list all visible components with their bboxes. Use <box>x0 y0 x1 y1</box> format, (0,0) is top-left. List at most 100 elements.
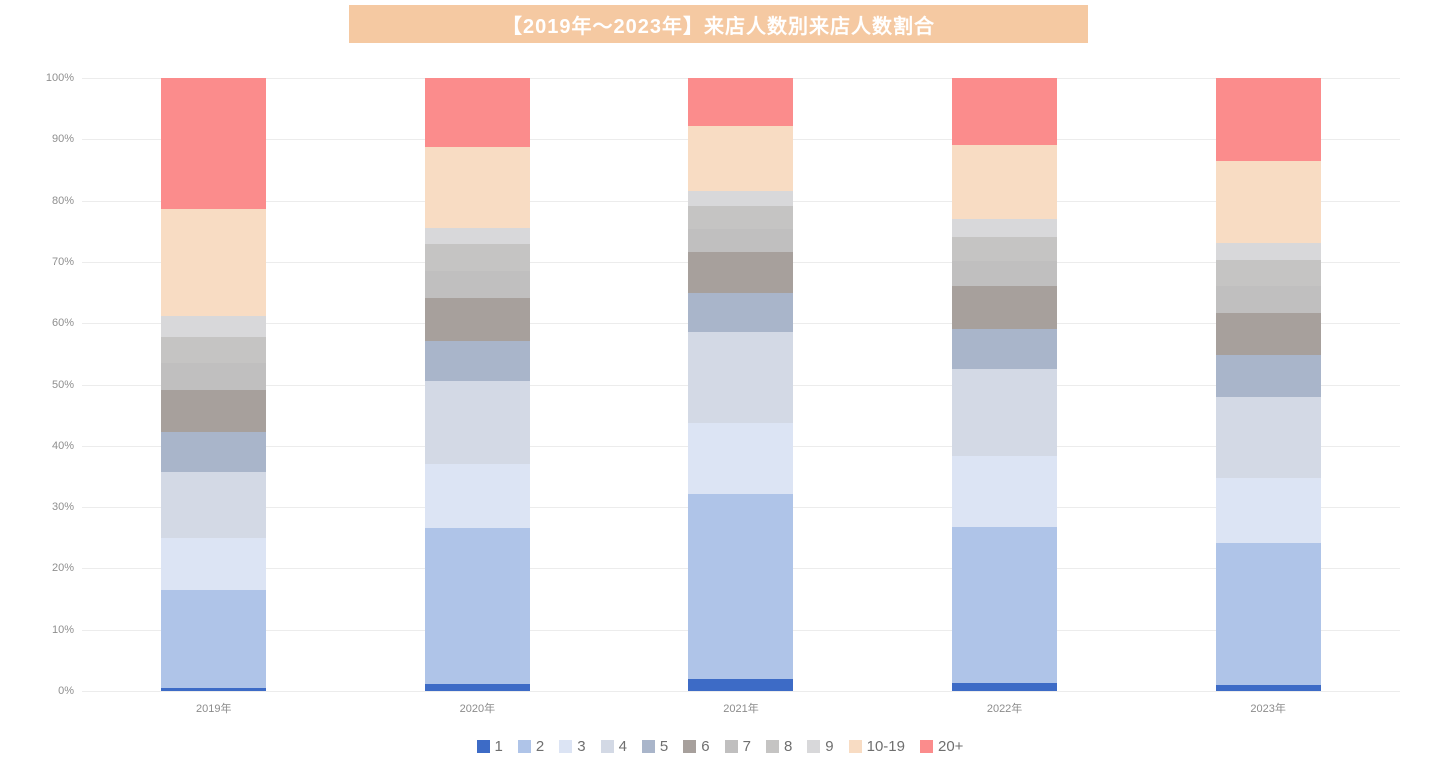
bar-segment-1[interactable] <box>161 687 267 691</box>
bar-segment-9[interactable] <box>688 191 794 207</box>
bar-band-2019年 <box>82 78 346 691</box>
bar-segment-6[interactable] <box>952 285 1058 330</box>
y-axis-tick-label: 50% <box>51 378 74 391</box>
legend-swatch-icon <box>807 740 821 753</box>
bar-segment-9[interactable] <box>1215 242 1321 260</box>
bar-segment-1[interactable] <box>1215 685 1321 691</box>
y-axis-tick-label: 60% <box>51 317 74 330</box>
legend-label: 10-19 <box>866 738 905 755</box>
legend-item-1[interactable]: 1 <box>476 738 503 755</box>
bar-segment-4[interactable] <box>424 381 530 464</box>
bar-segment-5[interactable] <box>161 432 267 473</box>
legend-swatch-icon <box>476 740 490 753</box>
stacked-bar-2023年 <box>1215 78 1321 691</box>
y-axis: 0% 10% 20% 30% 40% 50% 60% 70% 80% 90% 100% <box>0 72 74 697</box>
bar-segment-8[interactable] <box>688 206 794 229</box>
bar-segment-3[interactable] <box>161 537 267 590</box>
bar-segment-7[interactable] <box>952 261 1058 286</box>
legend-item-20+[interactable]: 20+ <box>920 738 963 755</box>
bar-segment-2[interactable] <box>424 527 530 685</box>
legend-label: 6 <box>701 738 710 755</box>
legend-swatch-icon <box>559 740 573 753</box>
bar-segment-10-19[interactable] <box>161 209 267 316</box>
bar-segment-1[interactable] <box>952 683 1058 691</box>
legend-item-8[interactable]: 8 <box>765 738 793 755</box>
legend-item-6[interactable]: 6 <box>683 738 710 755</box>
bar-segment-3[interactable] <box>952 456 1058 527</box>
bar-segment-6[interactable] <box>1215 312 1321 355</box>
legend-label: 3 <box>577 738 586 755</box>
bar-segment-9[interactable] <box>161 315 267 337</box>
legend-item-9[interactable]: 9 <box>807 738 834 755</box>
bar-segment-2[interactable] <box>161 589 267 688</box>
plot-area <box>82 78 1400 692</box>
legend-label: 5 <box>659 738 669 755</box>
bar-segment-9[interactable] <box>952 219 1058 237</box>
y-axis-tick-label: 70% <box>51 255 74 268</box>
legend-item-7[interactable]: 7 <box>724 738 751 755</box>
bar-segment-5[interactable] <box>424 341 530 382</box>
legend-item-5[interactable]: 5 <box>641 738 669 755</box>
bar-segment-10-19[interactable] <box>424 146 530 229</box>
legend-item-10-19[interactable]: 10-19 <box>848 738 905 755</box>
y-axis-tick-label: 80% <box>51 194 74 207</box>
bar-segment-1[interactable] <box>424 684 530 691</box>
legend-label: 7 <box>742 738 751 755</box>
legend-label: 1 <box>494 738 503 755</box>
bar-segment-10-19[interactable] <box>688 125 794 192</box>
bar-segment-8[interactable] <box>161 336 267 364</box>
bar-segment-5[interactable] <box>688 293 794 333</box>
bar-segment-6[interactable] <box>688 251 794 294</box>
bar-segment-4[interactable] <box>688 332 794 423</box>
bar-segment-4[interactable] <box>161 472 267 538</box>
bar-segment-10-19[interactable] <box>952 144 1058 220</box>
legend-swatch-icon <box>683 740 697 753</box>
bar-band-2023年 <box>1136 78 1400 691</box>
y-axis-tick-label: 90% <box>51 133 74 146</box>
legend: 1 2 3 4 5 6 7 8 9 10-19 20+ <box>0 738 1440 755</box>
bar-segment-4[interactable] <box>1215 396 1321 478</box>
bar-segment-10-19[interactable] <box>1215 160 1321 243</box>
bar-segment-7[interactable] <box>688 228 794 252</box>
bar-segment-2[interactable] <box>1215 543 1321 686</box>
y-axis-tick-label: 20% <box>51 562 74 575</box>
bar-segment-20+[interactable] <box>1215 78 1321 161</box>
bar-segment-5[interactable] <box>952 329 1058 370</box>
y-axis-tick-label: 100% <box>45 72 74 84</box>
bar-segment-3[interactable] <box>424 463 530 528</box>
bar-segment-6[interactable] <box>424 298 530 341</box>
bar-segment-4[interactable] <box>952 369 1058 457</box>
bar-segment-2[interactable] <box>688 494 794 679</box>
bar-band-2020年 <box>346 78 610 691</box>
bar-segment-8[interactable] <box>952 236 1058 262</box>
bar-segment-8[interactable] <box>424 244 530 272</box>
x-axis: 2019年 2020年 2021年 2022年 2023年 <box>82 700 1400 716</box>
bar-segment-7[interactable] <box>161 363 267 391</box>
bar-segment-9[interactable] <box>424 228 530 245</box>
legend-swatch-icon <box>765 740 779 753</box>
stacked-bar-2019年 <box>161 78 267 691</box>
bar-segment-6[interactable] <box>161 390 267 433</box>
bar-segment-5[interactable] <box>1215 354 1321 397</box>
legend-swatch-icon <box>848 740 862 753</box>
bar-segment-7[interactable] <box>424 271 530 299</box>
legend-label: 8 <box>783 738 793 755</box>
legend-item-4[interactable]: 4 <box>600 738 627 755</box>
legend-item-3[interactable]: 3 <box>559 738 586 755</box>
bar-segment-20+[interactable] <box>424 78 530 147</box>
x-axis-label: 2019年 <box>196 703 232 715</box>
bar-segment-3[interactable] <box>1215 477 1321 544</box>
bar-segment-1[interactable] <box>688 678 794 691</box>
legend-item-2[interactable]: 2 <box>517 738 544 755</box>
legend-swatch-icon <box>724 740 738 753</box>
legend-label: 4 <box>618 738 627 755</box>
bar-segment-20+[interactable] <box>161 78 267 210</box>
stacked-bar-2022年 <box>952 78 1058 691</box>
bar-segment-20+[interactable] <box>688 78 794 126</box>
bar-segment-8[interactable] <box>1215 259 1321 286</box>
bar-segment-20+[interactable] <box>952 78 1058 145</box>
bar-segment-3[interactable] <box>688 422 794 495</box>
bar-segment-2[interactable] <box>952 526 1058 684</box>
bar-segment-7[interactable] <box>1215 285 1321 313</box>
